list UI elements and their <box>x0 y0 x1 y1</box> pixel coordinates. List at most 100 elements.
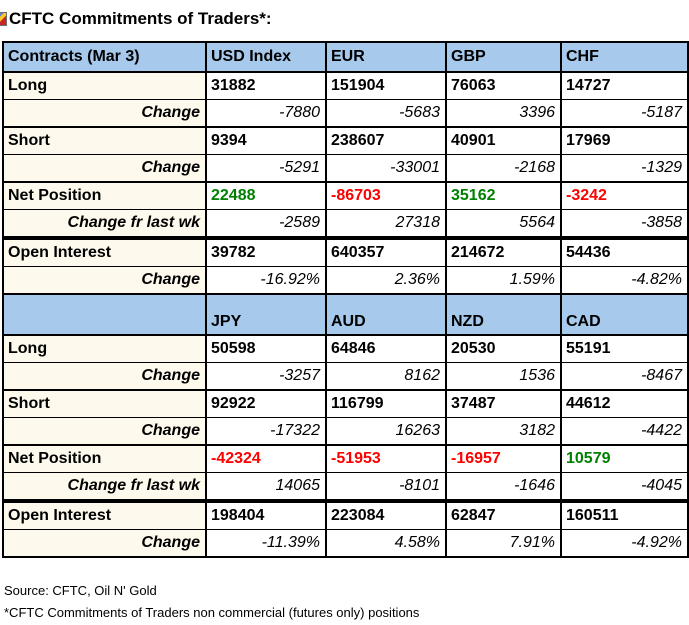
table-row: Change -11.39% 4.58% 7.91% -4.92% <box>2 529 688 557</box>
value-cell: 39782 <box>205 236 326 267</box>
value-cell: -5187 <box>560 99 688 127</box>
table-row: Open Interest 39782 640357 214672 54436 <box>2 236 688 267</box>
value-cell: 3396 <box>445 99 561 127</box>
row-label: Change fr last wk <box>2 472 206 501</box>
value-cell: -16957 <box>445 444 561 473</box>
table-row: Change fr last wk 14065 -8101 -1646 -4045 <box>2 472 688 501</box>
value-cell: 22488 <box>205 181 326 210</box>
value-cell: 238607 <box>325 126 446 155</box>
value-cell: -8467 <box>560 362 688 390</box>
table-row: Short 92922 116799 37487 44612 <box>2 389 688 418</box>
row-label: Long <box>2 334 206 363</box>
value-cell: -17322 <box>205 417 326 445</box>
table-row: Change -5291 -33001 -2168 -1329 <box>2 154 688 182</box>
value-cell: -86703 <box>325 181 446 210</box>
value-cell: 27318 <box>325 209 446 238</box>
table-section: JPY AUD NZD CAD Long 50598 64846 20530 55191 Chan… <box>2 293 688 557</box>
value-cell: 31882 <box>205 71 326 100</box>
source-line: Source: CFTC, Oil N' Gold <box>4 583 157 598</box>
row-label: Change <box>2 417 206 445</box>
value-cell: -1329 <box>560 154 688 182</box>
value-cell: 92922 <box>205 389 326 418</box>
value-cell: -3858 <box>560 209 688 238</box>
value-cell: -7880 <box>205 99 326 127</box>
value-cell: 3182 <box>445 417 561 445</box>
currency-header: GBP <box>445 41 561 72</box>
table-row: Net Position -42324 -51953 -16957 10579 <box>2 444 688 473</box>
table-row: Open Interest 198404 223084 62847 160511 <box>2 499 688 530</box>
row-label: Change <box>2 99 206 127</box>
value-cell: 2.36% <box>325 266 446 294</box>
section-corner-label <box>2 293 206 335</box>
value-cell: -4422 <box>560 417 688 445</box>
value-cell: 40901 <box>445 126 561 155</box>
table-row: Change -3257 8162 1536 -8467 <box>2 362 688 390</box>
table-section: Contracts (Mar 3) USD Index EUR GBP CHF Long 3… <box>2 41 688 294</box>
page-title: CFTC Commitments of Traders*: <box>9 9 272 28</box>
value-cell: 1536 <box>445 362 561 390</box>
value-cell: 640357 <box>325 236 446 267</box>
value-cell: 76063 <box>445 71 561 100</box>
table-row: Change -16.92% 2.36% 1.59% -4.82% <box>2 266 688 294</box>
row-label: Open Interest <box>2 499 206 530</box>
table-row: Long 31882 151904 76063 14727 <box>2 71 688 100</box>
currency-header: JPY <box>205 293 326 335</box>
row-label: Change <box>2 266 206 294</box>
value-cell: 214672 <box>445 236 561 267</box>
section-corner-label: Contracts (Mar 3) <box>2 41 206 72</box>
value-cell: 55191 <box>560 334 688 363</box>
value-cell: 4.58% <box>325 529 446 557</box>
value-cell: -4045 <box>560 472 688 501</box>
value-cell: -51953 <box>325 444 446 473</box>
value-cell: 1.59% <box>445 266 561 294</box>
row-label: Net Position <box>2 444 206 473</box>
table-row: Short 9394 238607 40901 17969 <box>2 126 688 155</box>
value-cell: 35162 <box>445 181 561 210</box>
row-label: Net Position <box>2 181 206 210</box>
value-cell: 151904 <box>325 71 446 100</box>
value-cell: 37487 <box>445 389 561 418</box>
currency-header: USD Index <box>205 41 326 72</box>
value-cell: -8101 <box>325 472 446 501</box>
row-label: Change <box>2 529 206 557</box>
value-cell: -5683 <box>325 99 446 127</box>
row-label: Change fr last wk <box>2 209 206 238</box>
value-cell: 10579 <box>560 444 688 473</box>
section-header-row: JPY AUD NZD CAD <box>2 293 688 335</box>
value-cell: -4.92% <box>560 529 688 557</box>
value-cell: 20530 <box>445 334 561 363</box>
clipped-image-icon <box>0 12 7 26</box>
value-cell: -1646 <box>445 472 561 501</box>
row-label: Open Interest <box>2 236 206 267</box>
value-cell: -3242 <box>560 181 688 210</box>
value-cell: 50598 <box>205 334 326 363</box>
value-cell: 9394 <box>205 126 326 155</box>
value-cell: 14065 <box>205 472 326 501</box>
row-label: Short <box>2 126 206 155</box>
value-cell: -42324 <box>205 444 326 473</box>
value-cell: 64846 <box>325 334 446 363</box>
value-cell: -5291 <box>205 154 326 182</box>
row-label: Change <box>2 154 206 182</box>
section-header-row: Contracts (Mar 3) USD Index EUR GBP CHF <box>2 41 688 72</box>
currency-header: EUR <box>325 41 446 72</box>
row-label: Long <box>2 71 206 100</box>
value-cell: 223084 <box>325 499 446 530</box>
footer: Source: CFTC, Oil N' Gold *CFTC Commitme… <box>4 580 689 624</box>
table-row: Long 50598 64846 20530 55191 <box>2 334 688 363</box>
cot-table: Contracts (Mar 3) USD Index EUR GBP CHF Long 3… <box>2 41 689 558</box>
value-cell: 54436 <box>560 236 688 267</box>
value-cell: 8162 <box>325 362 446 390</box>
table-row: Change -17322 16263 3182 -4422 <box>2 417 688 445</box>
currency-header: AUD <box>325 293 446 335</box>
value-cell: -33001 <box>325 154 446 182</box>
value-cell: -2168 <box>445 154 561 182</box>
value-cell: 17969 <box>560 126 688 155</box>
currency-header: NZD <box>445 293 561 335</box>
table-row: Change fr last wk -2589 27318 5564 -3858 <box>2 209 688 238</box>
value-cell: 116799 <box>325 389 446 418</box>
value-cell: 198404 <box>205 499 326 530</box>
value-cell: 5564 <box>445 209 561 238</box>
value-cell: -16.92% <box>205 266 326 294</box>
